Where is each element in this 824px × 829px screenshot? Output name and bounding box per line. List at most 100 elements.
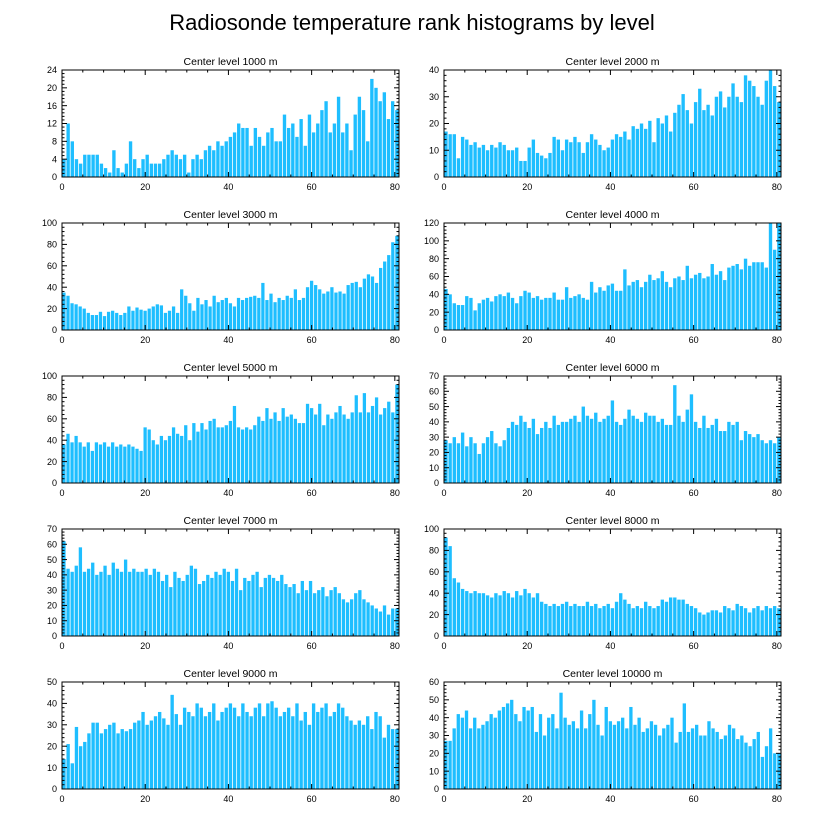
bar	[542, 735, 547, 789]
bar	[606, 603, 610, 636]
bar	[374, 608, 378, 636]
bar	[86, 442, 90, 483]
bar	[153, 716, 158, 789]
bar	[702, 110, 706, 178]
bar	[531, 139, 536, 177]
y-tick-label: 0	[52, 631, 57, 641]
bar	[188, 440, 192, 483]
bar	[382, 605, 387, 636]
bar	[216, 141, 220, 177]
bar	[548, 427, 552, 483]
bar	[66, 568, 70, 636]
bar	[307, 114, 312, 177]
histogram-panel-2: Center level 2000 m 0 20 40 60 80 0 10 20 30 40	[429, 56, 782, 192]
bar	[693, 274, 698, 330]
bar	[648, 606, 652, 636]
bar	[366, 274, 371, 330]
bar	[395, 384, 399, 483]
bar	[120, 172, 124, 177]
bar	[662, 728, 666, 789]
bar	[523, 160, 527, 177]
bar	[569, 142, 573, 177]
bar	[490, 301, 494, 330]
bar	[199, 707, 203, 789]
bar	[370, 605, 374, 636]
bar	[573, 136, 577, 178]
bar	[192, 423, 196, 483]
bar	[220, 711, 224, 789]
y-tick-label: 70	[429, 371, 439, 381]
panel-title: Center level 4000 m	[566, 209, 660, 221]
bar	[664, 424, 669, 483]
histogram-panel-4: Center level 4000 m 0 20 40 60 80 0 20 40 60 80 100…	[424, 209, 782, 345]
bar	[249, 296, 253, 330]
bar	[266, 703, 270, 789]
bar	[346, 285, 350, 330]
bar	[386, 724, 391, 789]
bar	[756, 96, 760, 177]
bar	[469, 297, 473, 330]
bar	[631, 415, 635, 483]
bar	[86, 568, 91, 636]
bar	[383, 408, 387, 483]
x-tick-label: 40	[605, 488, 615, 498]
bar	[544, 603, 548, 636]
bar	[314, 285, 318, 330]
bar	[514, 714, 518, 789]
histogram-panel-1: Center level 1000 m 0 20 40 60 80 0 4 8 12 16 20 24	[47, 56, 400, 192]
bar	[448, 443, 452, 483]
bar	[395, 110, 399, 178]
bar	[685, 110, 689, 178]
bar	[723, 280, 727, 330]
y-tick-label: 10	[429, 145, 439, 155]
histogram-panel-9: Center level 9000 m 0 20 40 60 80 0 10 20 30 40 50	[47, 668, 400, 804]
bar	[494, 593, 498, 636]
bar	[735, 96, 739, 177]
bar	[563, 717, 567, 789]
bar	[448, 134, 452, 177]
bar	[473, 443, 477, 483]
bar	[220, 300, 224, 330]
bar	[768, 223, 773, 330]
bar	[485, 150, 490, 177]
bar	[614, 601, 619, 636]
x-tick-label: 20	[140, 488, 150, 498]
bar	[391, 242, 395, 330]
panel-title: Center level 5000 m	[184, 362, 278, 374]
bar	[772, 606, 777, 636]
bar	[354, 593, 358, 636]
panel-frame	[443, 528, 782, 637]
panel-title: Center level 6000 m	[566, 362, 660, 374]
bar	[581, 606, 585, 636]
y-tick-label: 40	[429, 417, 439, 427]
bar	[74, 435, 78, 483]
bar	[243, 577, 247, 636]
bar	[292, 584, 296, 636]
bar	[106, 446, 111, 483]
bar	[552, 415, 556, 483]
bar	[249, 145, 253, 177]
bar	[569, 297, 573, 330]
bar	[602, 418, 606, 483]
bar	[677, 599, 681, 636]
bar	[70, 442, 74, 483]
bar	[362, 278, 367, 330]
bar	[702, 415, 706, 483]
bar	[777, 437, 781, 483]
bar	[131, 310, 135, 330]
bar	[70, 141, 74, 177]
bar	[502, 296, 506, 330]
x-tick-label: 20	[140, 794, 150, 804]
bar	[374, 711, 378, 789]
y-tick-label: 20	[429, 119, 439, 129]
bar	[74, 159, 79, 177]
bar	[62, 541, 66, 636]
bar	[764, 443, 769, 483]
bar	[444, 740, 448, 789]
bar	[128, 571, 132, 636]
bar	[328, 132, 332, 177]
bar	[589, 134, 594, 177]
bar	[108, 724, 112, 789]
bar	[610, 608, 615, 636]
bar	[266, 132, 270, 177]
